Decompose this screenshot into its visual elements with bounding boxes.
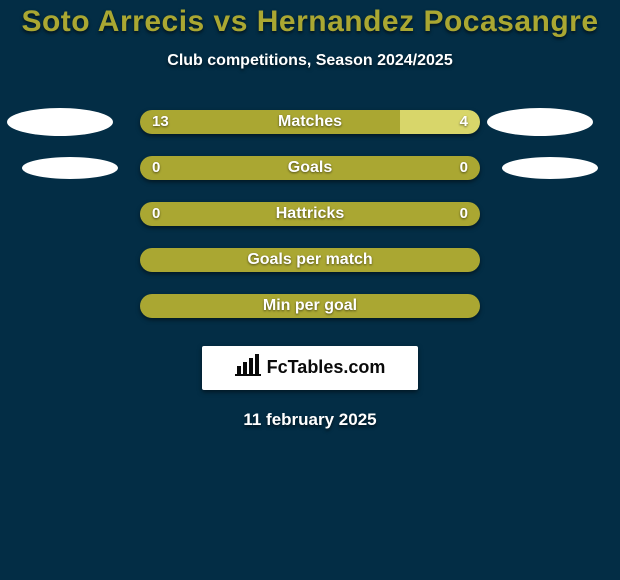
stat-bar-left xyxy=(140,294,480,318)
player-left-marker xyxy=(22,157,118,179)
subtitle: Club competitions, Season 2024/2025 xyxy=(0,52,620,70)
stats-rows: Matches134 Goals00 Hattricks00 Goals per ma… xyxy=(0,110,620,318)
player-right-marker xyxy=(487,108,593,136)
player-left-marker xyxy=(7,108,113,136)
stat-bar: Hattricks00 xyxy=(140,202,480,226)
stat-row: Hattricks00 xyxy=(0,202,620,226)
stat-bar-left xyxy=(140,156,310,180)
stat-bar: Goals per match xyxy=(140,248,480,272)
stat-bar-left xyxy=(140,110,400,134)
stat-bar: Min per goal xyxy=(140,294,480,318)
comparison-card: Soto Arrecis vs Hernandez Pocasangre Clu… xyxy=(0,0,620,430)
stat-row: Matches134 xyxy=(0,110,620,134)
stat-bar-left xyxy=(140,202,310,226)
stat-bar-right xyxy=(310,156,480,180)
stat-bar: Matches134 xyxy=(140,110,480,134)
stat-row: Goals00 xyxy=(0,156,620,180)
logo-box: FcTables.com xyxy=(202,346,418,390)
stat-bar-right xyxy=(400,110,480,134)
stat-bar: Goals00 xyxy=(140,156,480,180)
stat-row: Goals per match xyxy=(0,248,620,272)
page-title: Soto Arrecis vs Hernandez Pocasangre xyxy=(0,6,620,38)
logo-text: FcTables.com xyxy=(267,357,386,378)
stat-row: Min per goal xyxy=(0,294,620,318)
player-right-marker xyxy=(502,157,598,179)
date-label: 11 february 2025 xyxy=(0,410,620,430)
stat-bar-left xyxy=(140,248,480,272)
stat-bar-right xyxy=(310,202,480,226)
chart-bars-icon xyxy=(235,354,261,381)
